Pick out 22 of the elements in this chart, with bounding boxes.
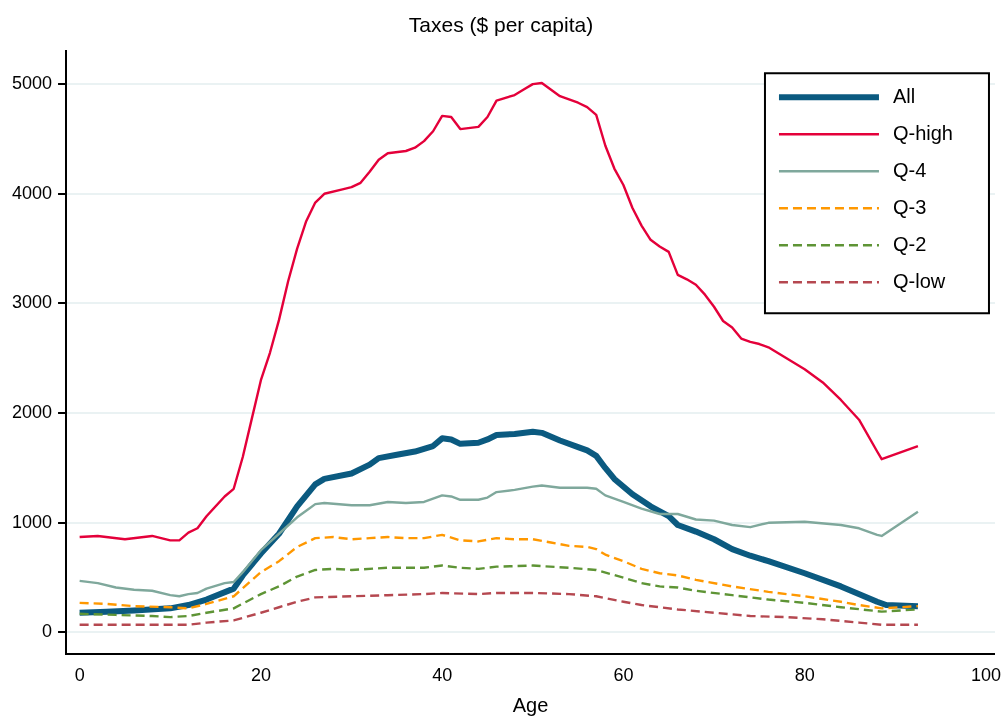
legend-label: Q-2 [892, 232, 927, 255]
y-tick-label: 3000 [12, 292, 53, 313]
legend-label: All [892, 84, 916, 107]
line-series [78, 591, 920, 626]
legend-label: Q-low [892, 269, 946, 292]
x-axis-title: Age [512, 693, 549, 716]
legend-label: Q-high [892, 121, 953, 144]
y-tick-label: 4000 [12, 182, 53, 203]
legend-label: Q-3 [892, 195, 927, 218]
line-series [78, 533, 920, 610]
y-tick-label: 5000 [12, 73, 53, 94]
chart-title: Taxes ($ per capita) [408, 13, 594, 37]
y-tick-label: 0 [42, 621, 53, 642]
x-tick-label: 60 [613, 665, 634, 686]
x-tick-label: 20 [250, 665, 271, 686]
x-tick-label: 0 [74, 665, 85, 686]
legend-label: Q-4 [892, 158, 927, 181]
y-tick-label: 2000 [12, 402, 53, 423]
x-tick-label: 80 [794, 665, 815, 686]
y-tick-label: 1000 [12, 511, 53, 532]
x-tick-label: 100 [970, 665, 1001, 686]
x-tick-label: 40 [432, 665, 453, 686]
